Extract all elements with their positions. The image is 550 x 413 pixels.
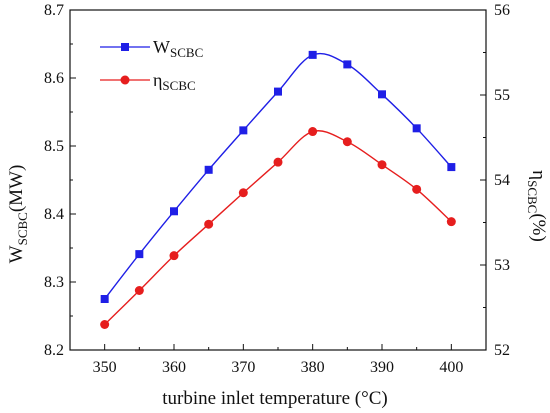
data-point-eta (342, 137, 352, 147)
data-point-eta (238, 188, 248, 198)
data-point-w (204, 165, 213, 174)
y-right-title-main: η (528, 170, 549, 180)
legend-label-eta: ηSCBC (153, 70, 196, 93)
legend-marker-eta (120, 75, 130, 85)
legend-entry-eta: ηSCBC (100, 70, 196, 93)
legend-entry-w: WSCBC (100, 37, 203, 60)
x-tick-label: 360 (162, 359, 186, 376)
data-point-w (274, 87, 282, 96)
x-tick-label: 350 (93, 359, 117, 376)
x-tick-label: 400 (439, 359, 463, 376)
y-left-title-sub: SCBC (15, 212, 30, 245)
data-point-w (308, 50, 317, 59)
data-point-eta (412, 184, 422, 194)
data-point-w (100, 295, 109, 303)
legend-label-eta-main: η (153, 70, 162, 90)
y-right-title-unit: (%) (528, 213, 549, 241)
plot-frame (69, 9, 487, 351)
y-right-tick-label: 54 (494, 172, 510, 189)
data-point-eta (446, 217, 456, 227)
y-left-tick-label: 8.3 (44, 274, 64, 291)
x-axis-title: turbine inlet temperature (°C) (162, 388, 388, 409)
data-point-w (170, 207, 178, 216)
data-point-w (239, 126, 248, 135)
y-right-tick-label: 55 (494, 87, 510, 104)
axis-ticks: 350 360 370 380 390 400 8.2 8.3 8.4 8.5 8.6 8.7 52 53… (44, 2, 510, 376)
legend-label-w-sub: SCBC (170, 45, 203, 60)
legend-label-w-main: W (153, 37, 170, 57)
data-point-w (447, 163, 456, 172)
data-point-w (412, 124, 421, 133)
series-markers (100, 50, 456, 329)
y-left-tick-label: 8.4 (44, 206, 64, 223)
legend-label-eta-sub: SCBC (162, 78, 195, 93)
legend-marker-w (121, 43, 129, 51)
data-point-w (378, 90, 386, 99)
data-point-eta (204, 219, 214, 229)
data-point-eta (308, 127, 318, 137)
data-point-eta (100, 320, 110, 329)
y-left-title-main: W (6, 245, 27, 263)
data-point-eta (273, 157, 283, 167)
y-right-tick-label: 52 (494, 342, 510, 359)
y-right-tick-label: 53 (494, 257, 510, 274)
x-tick-label: 390 (370, 359, 394, 376)
y-left-tick-label: 8.5 (44, 138, 64, 155)
y-right-title-sub: SCBC (525, 180, 540, 213)
data-point-eta (169, 251, 179, 261)
y-left-tick-label: 8.7 (44, 2, 64, 19)
data-point-eta (377, 160, 387, 170)
y-left-title-unit: (MW) (6, 165, 27, 212)
y-left-tick-label: 8.6 (44, 70, 64, 87)
legend-label-w: WSCBC (153, 37, 203, 60)
y-right-axis-title: ηSCBC(%) (525, 170, 549, 242)
y-right-tick-label: 56 (494, 2, 510, 19)
y-left-tick-label: 8.2 (44, 342, 64, 359)
data-point-eta (134, 286, 144, 295)
data-point-w (135, 250, 144, 259)
x-tick-label: 380 (301, 359, 325, 376)
x-tick-label: 370 (231, 359, 255, 376)
data-point-w (343, 60, 352, 69)
plot-area (69, 9, 487, 351)
y-left-axis-title: WSCBC(MW) (6, 165, 30, 264)
legend: WSCBC ηSCBC (100, 37, 203, 93)
